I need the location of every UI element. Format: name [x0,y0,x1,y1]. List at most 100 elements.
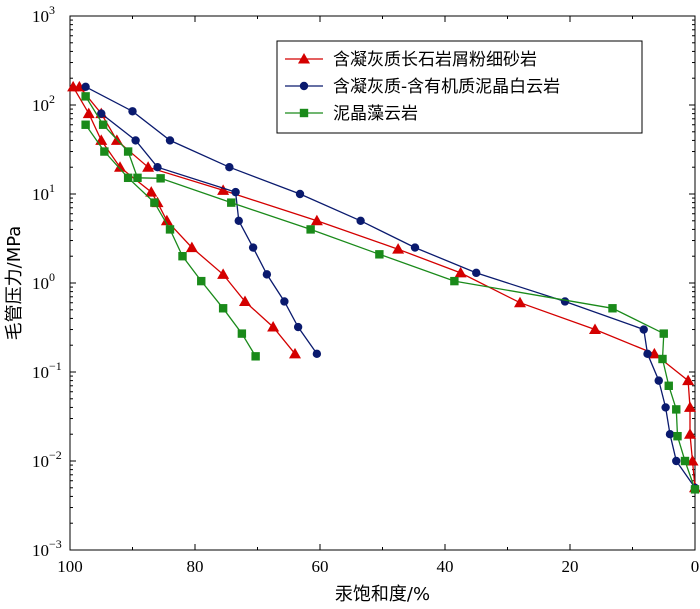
data-point [686,455,699,466]
y-tick-base: 10 [32,363,49,382]
data-point [306,225,315,234]
data-point [648,347,661,359]
y-tick-label: 10−2 [32,448,62,471]
data-point [81,82,90,92]
data-point [197,276,206,286]
data-point [690,485,700,494]
legend-box [276,40,643,134]
series-square [81,92,700,494]
y-tick-base: 10 [32,96,49,115]
data-point [680,456,690,466]
data-point [217,184,230,195]
data-point [128,107,137,116]
data-point [248,243,258,252]
x-axis-label: 汞饱和度/% [335,584,430,605]
y-tick-base: 10 [32,541,49,560]
series-line [85,124,257,357]
data-point [450,276,459,286]
data-point [514,296,526,308]
data-point [356,216,365,225]
data-point [234,216,243,225]
x-tick-label: 100 [57,557,83,576]
data-point [682,374,695,386]
y-tick-label: 101 [32,181,55,204]
y-tick-exponent: 1 [49,181,55,195]
data-point [661,403,670,412]
data-point [81,92,90,101]
data-point [280,297,289,306]
data-point [639,325,648,334]
data-point [178,252,187,261]
data-point [131,136,140,145]
x-tick-label: 0 [691,557,700,576]
data-point [672,456,681,466]
legend-marker [299,81,309,91]
data-point [133,173,142,183]
data-point [239,295,251,306]
data-point [114,161,126,172]
data-point [410,243,420,252]
legend-marker [299,108,309,118]
y-tick-exponent: 0 [49,270,55,284]
y-tick-label: 10−1 [32,359,62,382]
y-tick-exponent: 2 [49,92,55,106]
data-point [608,304,617,313]
data-point [97,109,106,118]
data-point [560,297,570,306]
x-tick-label: 20 [562,557,579,576]
legend-label: 含凝灰质-含有机质泥晶白云岩 [333,77,560,97]
data-point [153,163,162,172]
legend-marker [298,53,310,64]
data-point [145,186,158,197]
data-point [658,354,667,364]
data-point [231,187,240,197]
y-tick-base: 10 [32,185,49,204]
x-tick-label: 80 [187,557,204,576]
data-point [82,107,95,119]
x-tick-label: 60 [312,557,329,576]
y-tick-base: 10 [32,452,49,471]
data-point [165,225,175,234]
data-point [95,134,108,145]
data-point [310,214,323,226]
y-axis-label: 毛管压力/MPa [4,226,25,341]
legend-entry: 含凝灰质-含有机质泥晶白云岩 [285,77,560,97]
series-line [85,96,696,490]
legend-entry: 含凝灰质长石岩屑粉细砂岩 [285,50,537,70]
data-point [123,147,133,156]
y-tick-label: 10−3 [32,537,62,560]
data-point [454,266,467,278]
x-tick-label: 40 [437,557,454,576]
data-point [251,352,260,361]
y-tick-exponent: 3 [49,3,55,17]
data-point [665,430,675,439]
data-point [160,214,173,226]
data-point [673,431,682,441]
data-point [295,189,305,199]
data-point [659,329,668,338]
data-point [98,120,108,129]
data-point [262,270,272,279]
y-tick-exponent: −1 [49,359,62,373]
data-point [684,428,696,439]
y-tick-label: 102 [32,92,55,115]
data-point [672,405,681,414]
y-tick-base: 10 [32,7,49,26]
series-line [78,86,696,488]
data-point [472,268,481,278]
data-point [156,174,165,183]
data-point [218,304,228,313]
data-point [142,161,155,172]
data-point [123,173,133,183]
series-line [85,86,696,489]
series-circle [81,82,700,492]
data-point [67,80,80,92]
data-point [589,323,601,335]
data-point [664,381,673,390]
y-tick-exponent: −2 [49,448,62,462]
data-point [150,198,159,207]
data-point [684,401,696,412]
